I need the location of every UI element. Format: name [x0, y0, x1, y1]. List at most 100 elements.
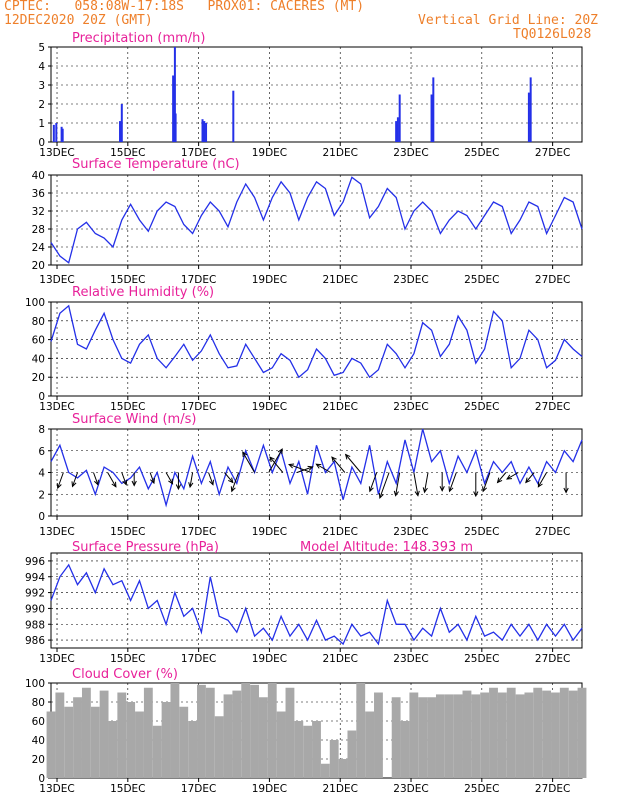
precip-bar: [120, 104, 123, 142]
precip-bar: [395, 121, 398, 142]
y-tick-label: 0: [38, 391, 45, 403]
wind-arrow-head: [269, 456, 275, 463]
wind-arrow: [93, 472, 99, 485]
y-tick-label: 2: [38, 489, 45, 501]
cloud-bar: [143, 687, 153, 778]
wind-arrow: [149, 472, 155, 484]
y-tick-label: 994: [25, 572, 45, 584]
cloud-bar: [170, 683, 180, 778]
y-tick-label: 990: [25, 603, 45, 615]
panel-title: Surface Temperature (nC): [72, 157, 240, 172]
cloud-bar: [391, 697, 401, 778]
y-tick-label: 32: [32, 206, 45, 218]
cloud-bar: [223, 694, 233, 778]
series-line: [50, 304, 583, 379]
cloud-bar: [577, 687, 587, 778]
x-tick-label: 15DEC: [110, 653, 145, 665]
wind-arrow-head: [228, 477, 234, 484]
wind-arrow-head: [230, 486, 236, 493]
x-tick-label: 15DEC: [110, 274, 145, 286]
cloud-bar: [427, 697, 436, 778]
cloud-bar: [214, 716, 224, 778]
y-tick-label: 100: [25, 678, 45, 690]
precip-bar: [119, 121, 122, 142]
cloud-bar: [551, 692, 560, 778]
x-tick-label: 15DEC: [110, 401, 145, 413]
x-tick-label: 15DEC: [110, 147, 145, 159]
wind-arrow-head: [422, 487, 428, 494]
wind-arrow-head: [448, 486, 454, 493]
cloud-bar: [453, 694, 463, 778]
x-tick-label: 13DEC: [39, 526, 74, 538]
x-tick-label: 21DEC: [323, 783, 358, 795]
cloud-bar: [462, 690, 472, 778]
cloud-bar: [276, 711, 286, 778]
cloud-bar: [400, 721, 410, 778]
y-tick-label: 80: [32, 316, 45, 328]
panel-title: Precipitation (mm/h): [72, 31, 205, 46]
precip-bar: [396, 117, 399, 142]
x-tick-label: 27DEC: [535, 401, 570, 413]
x-tick-label: 13DEC: [39, 653, 74, 665]
y-tick-label: 100: [25, 297, 45, 309]
wind-arrow: [497, 472, 507, 483]
wind-arrow-head: [439, 486, 445, 492]
x-tick-label: 23DEC: [393, 653, 428, 665]
cloud-bar: [90, 706, 100, 778]
wind-arrow: [242, 451, 255, 473]
x-tick-label: 13DEC: [39, 783, 74, 795]
y-tick-label: 4: [38, 468, 45, 480]
wind-arrow-head: [473, 491, 479, 498]
x-tick-label: 23DEC: [393, 274, 428, 286]
x-tick-label: 25DEC: [464, 401, 499, 413]
wind-arrow: [288, 463, 312, 473]
y-tick-label: 3: [38, 80, 45, 92]
panel-title: Surface Pressure (hPa): [72, 540, 219, 555]
cloud-bar: [232, 690, 242, 778]
wind-arrow: [345, 454, 362, 473]
wind-arrow-head: [122, 479, 128, 486]
y-tick-label: 4: [38, 61, 45, 73]
wind-arrow: [316, 463, 331, 473]
wind-arrow-head: [414, 490, 420, 497]
x-tick-label: 21DEC: [323, 653, 358, 665]
x-tick-label: 19DEC: [252, 783, 287, 795]
wind-arrow-head: [506, 474, 513, 480]
cloud-bar: [568, 690, 578, 778]
cloud-bar: [126, 702, 136, 778]
cloud-bar: [73, 697, 82, 778]
plot-frame-1: [50, 174, 583, 266]
x-tick-label: 17DEC: [181, 783, 216, 795]
wind-arrow-head: [111, 481, 117, 488]
x-tick-label: 15DEC: [110, 783, 145, 795]
wind-arrow: [72, 472, 79, 487]
wind-arrow-head: [288, 463, 295, 469]
wind-arrow-head: [131, 480, 137, 487]
y-tick-label: 996: [25, 556, 45, 568]
panel-title: Surface Wind (m/s): [72, 412, 196, 427]
cloud-bar: [152, 725, 162, 778]
y-tick-label: 60: [32, 716, 45, 728]
x-tick-label: 21DEC: [323, 147, 358, 159]
wind-arrow: [395, 472, 401, 496]
precip-bar: [174, 113, 177, 142]
panel-title: Cloud Cover (%): [72, 667, 178, 682]
wind-arrow: [413, 472, 419, 496]
cloud-bar: [480, 692, 490, 778]
wind-arrow: [525, 472, 535, 483]
wind-arrow: [57, 472, 64, 489]
wind-arrow: [189, 472, 194, 488]
precip-bar: [527, 92, 530, 142]
wind-arrow-head: [537, 481, 543, 488]
header-line1: CPTEC: 058:08W-17:18S PROX01: CACERES (M…: [4, 0, 365, 14]
wind-arrow-head: [71, 481, 77, 488]
x-tick-label: 23DEC: [393, 401, 428, 413]
y-tick-label: 8: [38, 424, 45, 436]
wind-arrow-head: [344, 453, 351, 460]
y-tick-label: 40: [32, 735, 45, 747]
cloud-bar: [46, 711, 56, 778]
cloud-bar: [312, 721, 321, 778]
plot-frame-2: [50, 301, 583, 397]
wind-arrow-head: [277, 448, 283, 455]
